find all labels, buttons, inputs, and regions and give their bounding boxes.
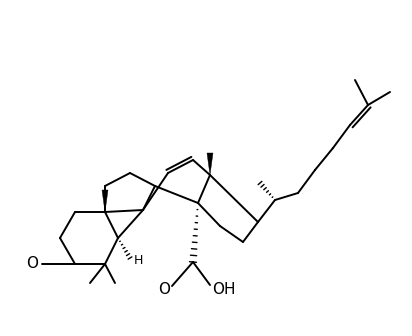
Polygon shape [207, 153, 213, 175]
Text: O: O [26, 256, 38, 271]
Text: H: H [134, 253, 143, 266]
Polygon shape [102, 190, 108, 212]
Text: OH: OH [212, 282, 236, 296]
Text: O: O [158, 283, 170, 297]
